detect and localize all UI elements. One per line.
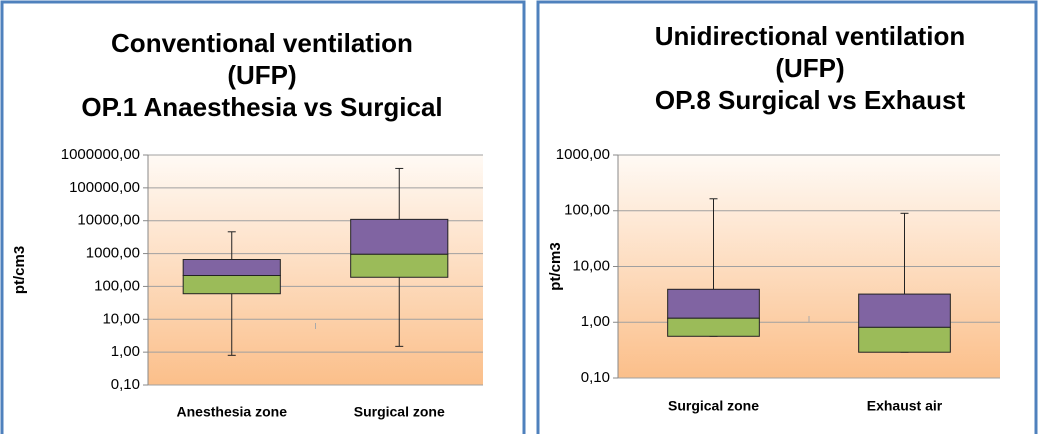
box-upper xyxy=(667,288,760,319)
box-lower xyxy=(667,317,760,337)
x-tick-label: Surgical zone xyxy=(668,398,759,414)
y-axis-label: pt/cm3 xyxy=(547,242,564,290)
box-lower xyxy=(182,275,281,295)
y-tick-label: 100,00 xyxy=(564,202,610,219)
chart-title: Unidirectional ventilation xyxy=(655,21,966,51)
y-tick-label: 10000,00 xyxy=(77,212,140,229)
chart-title: OP.8 Surgical vs Exhaust xyxy=(655,85,966,115)
chart-title: (UFP) xyxy=(227,60,296,90)
box-upper xyxy=(350,218,449,255)
y-tick-label: 0,10 xyxy=(111,376,140,393)
y-tick-label: 10,00 xyxy=(572,257,610,274)
y-tick-label: 1,00 xyxy=(581,313,610,330)
y-tick-label: 1,00 xyxy=(111,343,140,360)
y-axis-label: pt/cm3 xyxy=(11,246,28,294)
chart-title: (UFP) xyxy=(775,53,844,83)
x-tick-label: Anesthesia zone xyxy=(177,404,288,420)
box-upper xyxy=(858,293,951,328)
y-tick-label: 100000,00 xyxy=(69,179,140,196)
y-tick-label: 0,10 xyxy=(581,369,610,386)
y-tick-label: 1000000,00 xyxy=(61,146,140,163)
y-tick-label: 1000,00 xyxy=(86,245,140,262)
y-tick-label: 10,00 xyxy=(102,310,140,327)
box-lower xyxy=(350,253,449,278)
x-tick-label: Exhaust air xyxy=(867,398,943,414)
box-upper xyxy=(182,259,281,277)
box-lower xyxy=(858,326,951,353)
y-tick-label: 1000,00 xyxy=(556,146,610,163)
x-tick-label: Surgical zone xyxy=(354,404,445,420)
chart-title: Conventional ventilation xyxy=(111,28,413,58)
chart-title: OP.1 Anaesthesia vs Surgical xyxy=(81,92,442,122)
y-tick-label: 100,00 xyxy=(94,277,140,294)
